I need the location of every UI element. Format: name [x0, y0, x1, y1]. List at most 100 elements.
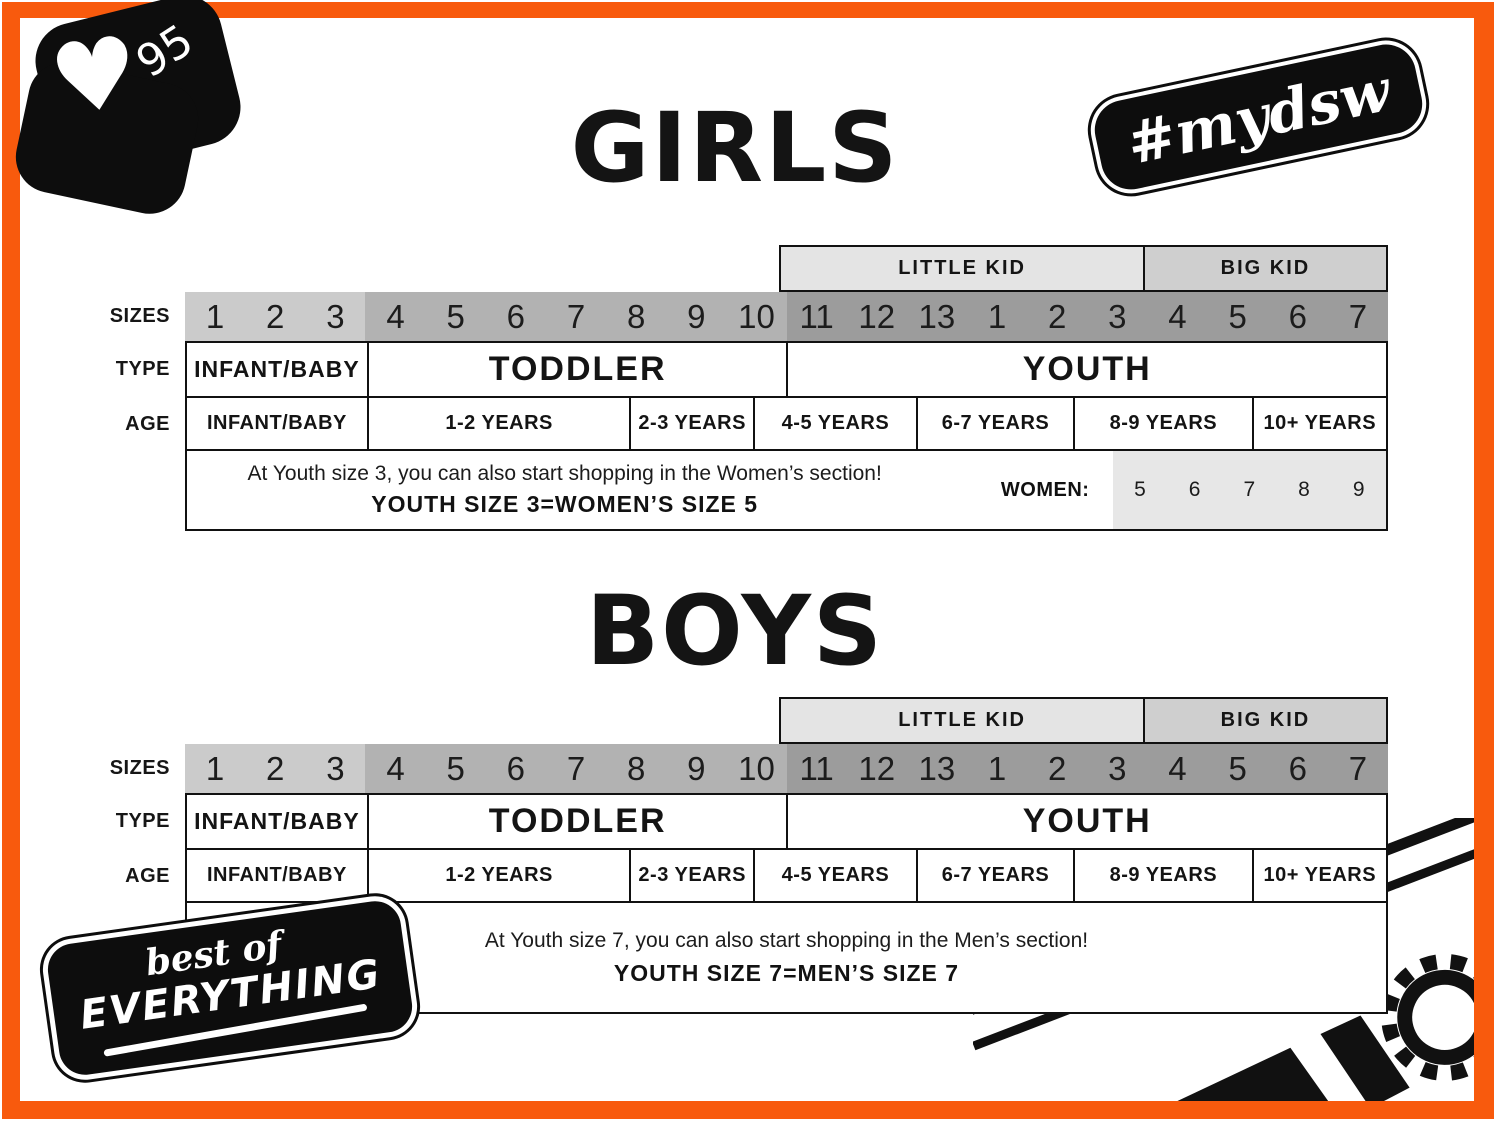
big-kid-sizes-group: 4 5 6 7 — [1147, 292, 1388, 341]
women-size-cell: 9 — [1352, 478, 1365, 501]
size-cell: 12 — [858, 297, 896, 335]
size-cell: 3 — [326, 749, 345, 787]
big-kid-sizes-group: 4 5 6 7 — [1147, 744, 1388, 793]
size-cell: 1 — [987, 297, 1007, 335]
girls-note-line1: At Youth size 3, you can also start shop… — [247, 462, 882, 485]
size-cell: 5 — [1228, 297, 1247, 335]
women-size-cell: 8 — [1298, 478, 1310, 501]
girls-sizes-row-label: SIZES — [109, 305, 170, 327]
age-cell: 10+ YEARS — [1251, 850, 1386, 901]
size-cell: 8 — [626, 297, 646, 335]
size-cell: 1 — [205, 749, 225, 787]
size-cell: 9 — [687, 749, 706, 787]
women-size-cell: 6 — [1188, 478, 1201, 501]
boys-size-table: SIZES TYPE AGE LITTLE KID BIG KID 1 2 3 … — [110, 697, 1388, 1014]
age-cell: 8-9 YEARS — [1073, 850, 1252, 901]
size-cell: 4 — [386, 297, 405, 335]
heart-icon: ♥ — [43, 14, 147, 140]
size-cell: 8 — [626, 749, 646, 787]
size-cell: 5 — [446, 297, 465, 335]
size-cell: 7 — [1348, 749, 1368, 787]
boys-age-row-label: AGE — [125, 865, 170, 887]
women-size-cell: 5 — [1134, 478, 1146, 501]
type-cell: TODDLER — [366, 343, 787, 396]
age-cell: 6-7 YEARS — [915, 850, 1073, 901]
age-cell: 6-7 YEARS — [915, 398, 1073, 449]
age-cell: 8-9 YEARS — [1073, 398, 1252, 449]
boys-type-row: INFANT/BABY TODDLER YOUTH — [185, 793, 1388, 850]
age-cell: 4-5 YEARS — [752, 850, 916, 901]
age-cell: 2-3 YEARS — [629, 398, 752, 449]
girls-age-row-label: AGE — [125, 413, 170, 435]
size-cell: 12 — [858, 749, 896, 787]
size-cell: 10 — [738, 297, 775, 335]
boys-sizes-row: 1 2 3 4 5 6 7 8 9 10 11 12 13 1 2 3 — [185, 744, 1388, 793]
boys-note-line1: At Youth size 7, you can also start shop… — [484, 928, 1089, 952]
boys-type-row-label: TYPE — [115, 810, 170, 832]
size-cell: 1 — [205, 297, 225, 335]
girls-note-line2: YOUTH SIZE 3=WOMEN’S SIZE 5 — [371, 491, 759, 517]
type-cell: YOUTH — [786, 795, 1386, 848]
size-cell: 7 — [566, 297, 586, 335]
size-cell: 13 — [918, 749, 956, 787]
girls-note-row: At Youth size 3, you can also start shop… — [185, 451, 1388, 531]
little-kid-header: LITTLE KID — [781, 247, 1143, 290]
mydsw-hashtag-text: #mydsw — [1120, 56, 1396, 178]
toddler-sizes-group: 4 5 6 7 8 9 10 — [365, 744, 787, 793]
best-of-everything-sticker: best of EVERYTHING — [44, 897, 416, 1078]
size-cell: 2 — [266, 749, 285, 787]
girls-type-row-label: TYPE — [115, 358, 170, 380]
type-cell: INFANT/BABY — [194, 356, 360, 382]
type-cell: YOUTH — [786, 343, 1386, 396]
girls-type-row: INFANT/BABY TODDLER YOUTH — [185, 341, 1388, 398]
size-cell: 7 — [1348, 297, 1368, 335]
girls-stage-header-row: LITTLE KID BIG KID — [779, 245, 1388, 292]
size-cell: 4 — [386, 749, 405, 787]
size-cell: 3 — [326, 297, 345, 335]
size-cell: 3 — [1108, 749, 1127, 787]
size-cell: 6 — [1288, 297, 1307, 335]
size-cell: 11 — [799, 297, 834, 335]
women-label: WOMEN: — [1000, 478, 1090, 501]
size-cell: 7 — [566, 749, 586, 787]
women-sizes-box: 5 6 7 8 9 — [1112, 451, 1386, 529]
size-cell: 6 — [506, 297, 526, 335]
big-kid-header: BIG KID — [1142, 247, 1386, 290]
size-cell: 2 — [266, 297, 285, 335]
age-cell: INFANT/BABY — [206, 412, 347, 434]
size-cell: 2 — [1048, 749, 1067, 787]
size-cell: 5 — [446, 749, 465, 787]
size-cell: 13 — [918, 297, 956, 335]
girls-sizes-row: 1 2 3 4 5 6 7 8 9 10 11 12 13 1 2 3 — [185, 292, 1388, 341]
little-kid-header: LITTLE KID — [781, 699, 1143, 742]
size-cell: 6 — [506, 749, 526, 787]
size-cell: 1 — [987, 749, 1007, 787]
size-cell: 2 — [1048, 297, 1067, 335]
women-size-cell: 7 — [1243, 478, 1256, 501]
boys-title: BOYS — [585, 575, 884, 687]
infant-sizes-group: 1 2 3 — [185, 744, 366, 793]
girls-title: GIRLS — [570, 92, 900, 204]
boys-sizes-row-label: SIZES — [109, 757, 170, 779]
age-cell: 1-2 YEARS — [366, 850, 630, 901]
age-cell: 4-5 YEARS — [752, 398, 916, 449]
toddler-sizes-group: 4 5 6 7 8 9 10 — [365, 292, 787, 341]
type-cell: TODDLER — [366, 795, 787, 848]
age-cell: 10+ YEARS — [1251, 398, 1386, 449]
likes-badge-sticker: ♥ 95 — [9, 0, 265, 221]
little-kid-sizes-group: 11 12 13 1 2 3 — [786, 292, 1148, 341]
size-cell: 6 — [1288, 749, 1307, 787]
big-kid-header: BIG KID — [1142, 699, 1386, 742]
size-cell: 10 — [738, 749, 775, 787]
age-cell: INFANT/BABY — [206, 864, 347, 886]
little-kid-sizes-group: 11 12 13 1 2 3 — [786, 744, 1148, 793]
age-cell: 1-2 YEARS — [366, 398, 630, 449]
boys-age-row: INFANT/BABY 1-2 YEARS 2-3 YEARS 4-5 YEAR… — [185, 850, 1388, 903]
girls-size-table: SIZES TYPE AGE LITTLE KID BIG KID 1 2 3 … — [110, 245, 1388, 531]
size-cell: 4 — [1168, 297, 1187, 335]
girls-age-row: INFANT/BABY 1-2 YEARS 2-3 YEARS 4-5 YEAR… — [185, 398, 1388, 451]
size-cell: 9 — [687, 297, 706, 335]
age-cell: 2-3 YEARS — [629, 850, 752, 901]
size-cell: 5 — [1228, 749, 1247, 787]
